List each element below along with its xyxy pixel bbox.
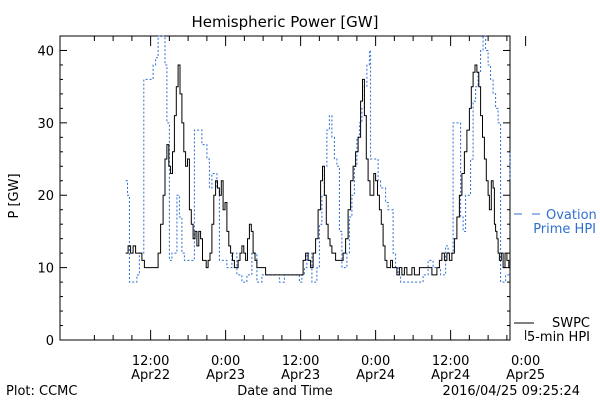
x-tick-label-date: Apr25 — [506, 368, 545, 383]
x-tick-label-date: Apr23 — [206, 368, 245, 383]
x-tick-label-date: Apr23 — [281, 368, 320, 383]
plot-credit: Plot: CCMC — [6, 384, 77, 399]
x-tick-label-time: 12:00 — [132, 354, 169, 369]
x-tick-label-time: 12:00 — [282, 354, 319, 369]
legend-label-swpc-2: 5-min HPI — [527, 330, 590, 345]
x-tick-label-time: 0:00 — [211, 354, 240, 369]
x-tick-label-date: Apr24 — [431, 368, 470, 383]
series-line-ovation — [125, 35, 511, 283]
y-tick-label: 0 — [46, 334, 54, 349]
y-tick-label: 30 — [37, 117, 54, 132]
legend-label-swpc: SWPC — [552, 316, 590, 331]
x-tick-label-time: 0:00 — [511, 354, 540, 369]
x-tick-label-date: Apr24 — [356, 368, 395, 383]
x-tick-label-time: 0:00 — [361, 354, 390, 369]
y-tick-label: 40 — [37, 44, 54, 59]
x-tick-label-time: 12:00 — [432, 354, 469, 369]
y-tick-label: 20 — [37, 189, 54, 204]
legend-label-ovation-2: Prime HPI — [533, 222, 596, 237]
series-line-swpc — [125, 64, 511, 276]
x-tick-label-date: Apr22 — [131, 368, 170, 383]
y-axis-label: P [GW] — [7, 173, 22, 218]
legend-label-ovation: Ovation — [546, 208, 597, 223]
timestamp: 2016/04/25 09:25:24 — [443, 384, 580, 399]
axes: 01020304012:00Apr220:00Apr2312:00Apr230:… — [37, 35, 545, 383]
series-lines — [125, 35, 511, 283]
x-axis-label: Date and Time — [237, 384, 333, 399]
y-tick-label: 10 — [37, 262, 54, 277]
chart-title: Hemispheric Power [GW] — [192, 13, 379, 31]
